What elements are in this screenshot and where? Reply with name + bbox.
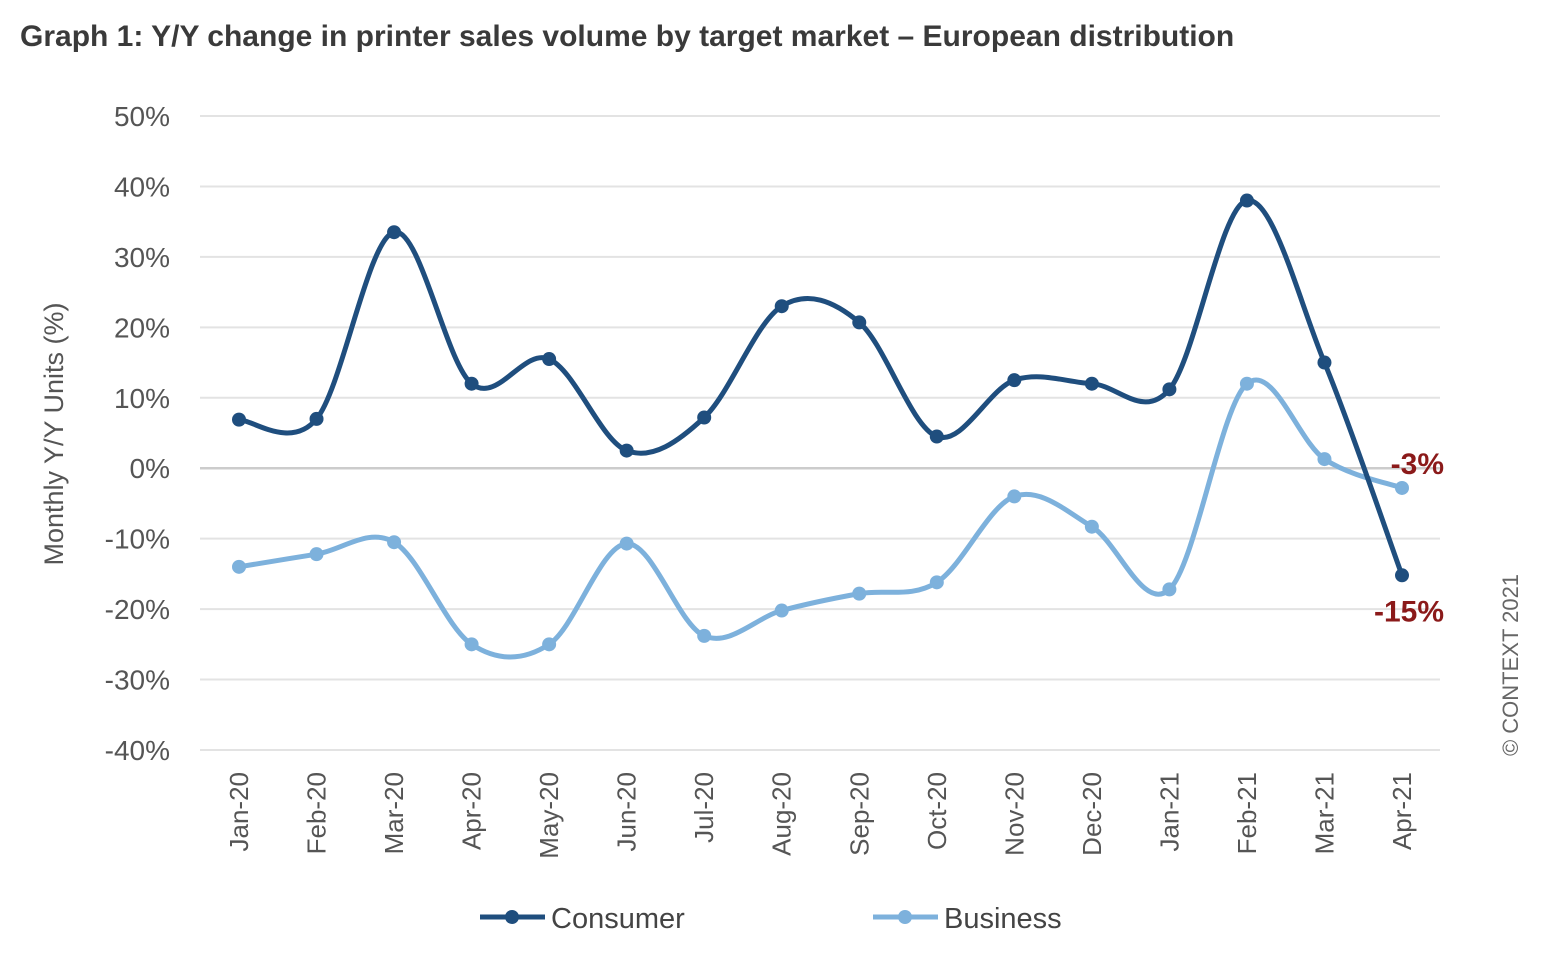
legend-label-business: Business	[944, 903, 1062, 935]
x-tick-label: Aug-20	[767, 772, 797, 856]
legend-item-business[interactable]: Business	[873, 903, 1062, 935]
annotation-layer: -3% -15%	[1374, 448, 1444, 628]
x-tick-label: Dec-20	[1077, 772, 1107, 856]
data-point-business[interactable]	[464, 637, 479, 652]
y-tick-label: 10%	[114, 383, 170, 414]
data-point-business[interactable]	[697, 628, 712, 643]
y-tick-label: -30%	[105, 665, 170, 696]
y-tick-label: 20%	[114, 312, 170, 343]
legend-marker-business	[898, 910, 912, 924]
y-axis-title: Monthly Y/Y Units (%)	[39, 302, 69, 565]
data-point-business[interactable]	[387, 535, 402, 550]
data-point-consumer[interactable]	[1317, 355, 1332, 370]
data-point-consumer[interactable]	[697, 410, 712, 425]
data-point-consumer[interactable]	[542, 352, 557, 367]
data-point-consumer[interactable]	[774, 299, 789, 314]
data-point-consumer[interactable]	[1395, 568, 1409, 583]
data-point-business[interactable]	[309, 547, 324, 562]
x-tick-label: Apr-21	[1387, 772, 1417, 850]
y-tick-label: 30%	[114, 242, 170, 273]
data-point-consumer[interactable]	[929, 429, 944, 444]
legend: Consumer Business	[480, 903, 1062, 935]
data-point-business[interactable]	[1084, 519, 1099, 534]
data-point-business[interactable]	[1007, 489, 1022, 504]
x-axis-ticks: Jan-20 Feb-20 Mar-20 Apr-20 May-20 Jun-20 Jul-…	[224, 772, 1417, 859]
y-tick-label: 40%	[114, 171, 170, 202]
data-point-consumer[interactable]	[1162, 382, 1177, 397]
data-point-consumer[interactable]	[852, 315, 867, 330]
data-point-business[interactable]	[929, 575, 944, 590]
x-tick-label: Jan-21	[1154, 772, 1184, 852]
y-tick-label: 0%	[130, 453, 170, 484]
grid-layer	[200, 115, 1440, 751]
x-tick-label: May-20	[534, 772, 564, 859]
x-tick-label: Feb-20	[302, 772, 332, 854]
copyright-credit: © CONTEXT 2021	[1498, 574, 1523, 756]
y-tick-label: -10%	[105, 524, 170, 555]
y-tick-label: -20%	[105, 594, 170, 625]
data-point-consumer[interactable]	[619, 443, 634, 458]
annotation-business: -3%	[1391, 448, 1444, 481]
x-tick-label: Oct-20	[922, 772, 952, 850]
legend-marker-consumer	[505, 910, 519, 924]
legend-item-consumer[interactable]: Consumer	[480, 903, 685, 935]
data-point-consumer[interactable]	[232, 412, 246, 427]
series-business	[232, 376, 1409, 660]
x-tick-label: Sep-20	[844, 772, 874, 856]
data-point-business[interactable]	[774, 603, 789, 618]
series-line-business	[236, 377, 1405, 660]
series-consumer	[232, 193, 1409, 583]
data-point-business[interactable]	[619, 536, 634, 551]
x-tick-label: Nov-20	[999, 772, 1029, 856]
data-point-consumer[interactable]	[387, 225, 402, 240]
x-tick-label: Apr-20	[457, 772, 487, 850]
x-tick-label: Jul-20	[689, 772, 719, 843]
data-point-business[interactable]	[232, 559, 246, 574]
x-tick-label: Feb-21	[1232, 772, 1262, 854]
x-tick-label: Jun-20	[612, 772, 642, 852]
data-point-consumer[interactable]	[464, 376, 479, 391]
x-tick-label: Jan-20	[224, 772, 254, 852]
data-point-business[interactable]	[1317, 452, 1332, 467]
data-point-consumer[interactable]	[1239, 193, 1254, 208]
annotation-consumer: -15%	[1374, 595, 1444, 628]
data-point-consumer[interactable]	[1084, 376, 1099, 391]
data-point-business[interactable]	[542, 637, 557, 652]
y-tick-label: -40%	[105, 735, 170, 766]
y-tick-label: 50%	[114, 101, 170, 132]
x-tick-label: Mar-20	[379, 772, 409, 854]
data-point-business[interactable]	[1239, 376, 1254, 391]
data-point-business[interactable]	[852, 586, 867, 601]
y-axis-ticks: 50% 40% 30% 20% 10% 0% -10% -20% -30% -40%	[105, 101, 170, 766]
series-layer	[232, 193, 1409, 660]
data-point-consumer[interactable]	[309, 411, 324, 426]
data-point-consumer[interactable]	[1007, 373, 1022, 388]
x-tick-label: Mar-21	[1309, 772, 1339, 854]
chart-title: Graph 1: Y/Y change in printer sales vol…	[20, 20, 1235, 53]
data-point-business[interactable]	[1395, 480, 1409, 495]
legend-label-consumer: Consumer	[551, 903, 685, 935]
data-point-business[interactable]	[1162, 582, 1177, 597]
